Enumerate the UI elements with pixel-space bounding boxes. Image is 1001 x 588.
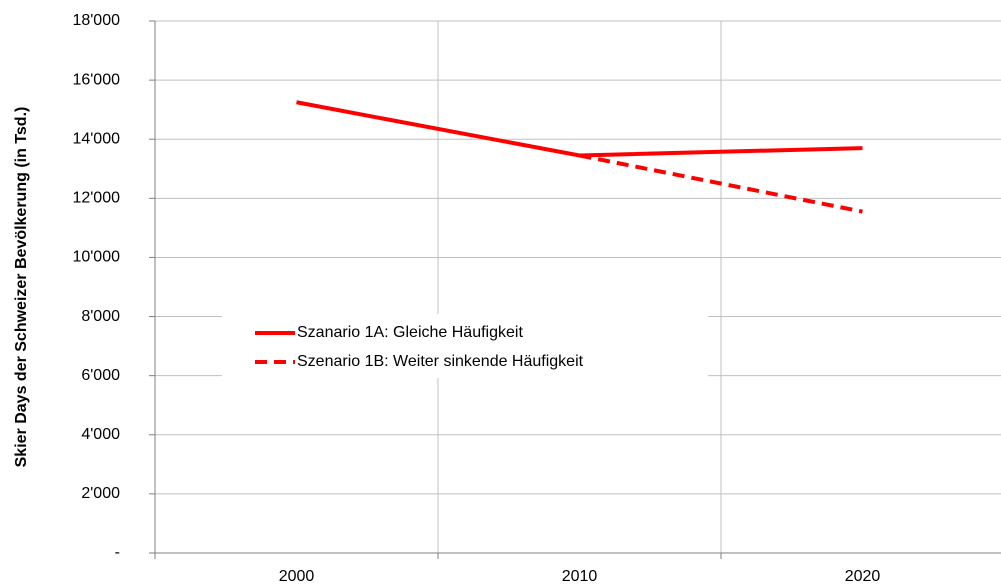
y-tick-label: 6'000 [81,367,120,384]
legend-label: Szenario 1B: Weiter sinkende Häufigkeit [297,353,584,370]
y-axis-label: Skier Days der Schweizer Bevölkerung (in… [13,107,30,468]
y-tick-label: 12'000 [72,190,120,207]
y-tick-label: 4'000 [81,426,120,443]
series-line [296,100,863,158]
x-tick-label: 2010 [562,568,598,585]
x-tick-label: 2020 [845,568,881,585]
y-tick-label: 16'000 [72,71,120,88]
legend-label: Szanario 1A: Gleiche Häufigkeit [297,324,523,341]
y-tick-label: 2'000 [81,485,120,502]
legend: Szanario 1A: Gleiche Häufigkeit Szenario … [222,314,708,378]
y-tick-label: - [115,544,120,561]
series-line [579,153,863,214]
legend-box [222,314,708,378]
x-tick-label: 2000 [279,568,315,585]
y-tick-label: 10'000 [72,249,120,266]
y-tick-label: 18'000 [72,12,120,29]
y-tick-label: 14'000 [72,130,120,147]
y-tick-label: 8'000 [81,308,120,325]
